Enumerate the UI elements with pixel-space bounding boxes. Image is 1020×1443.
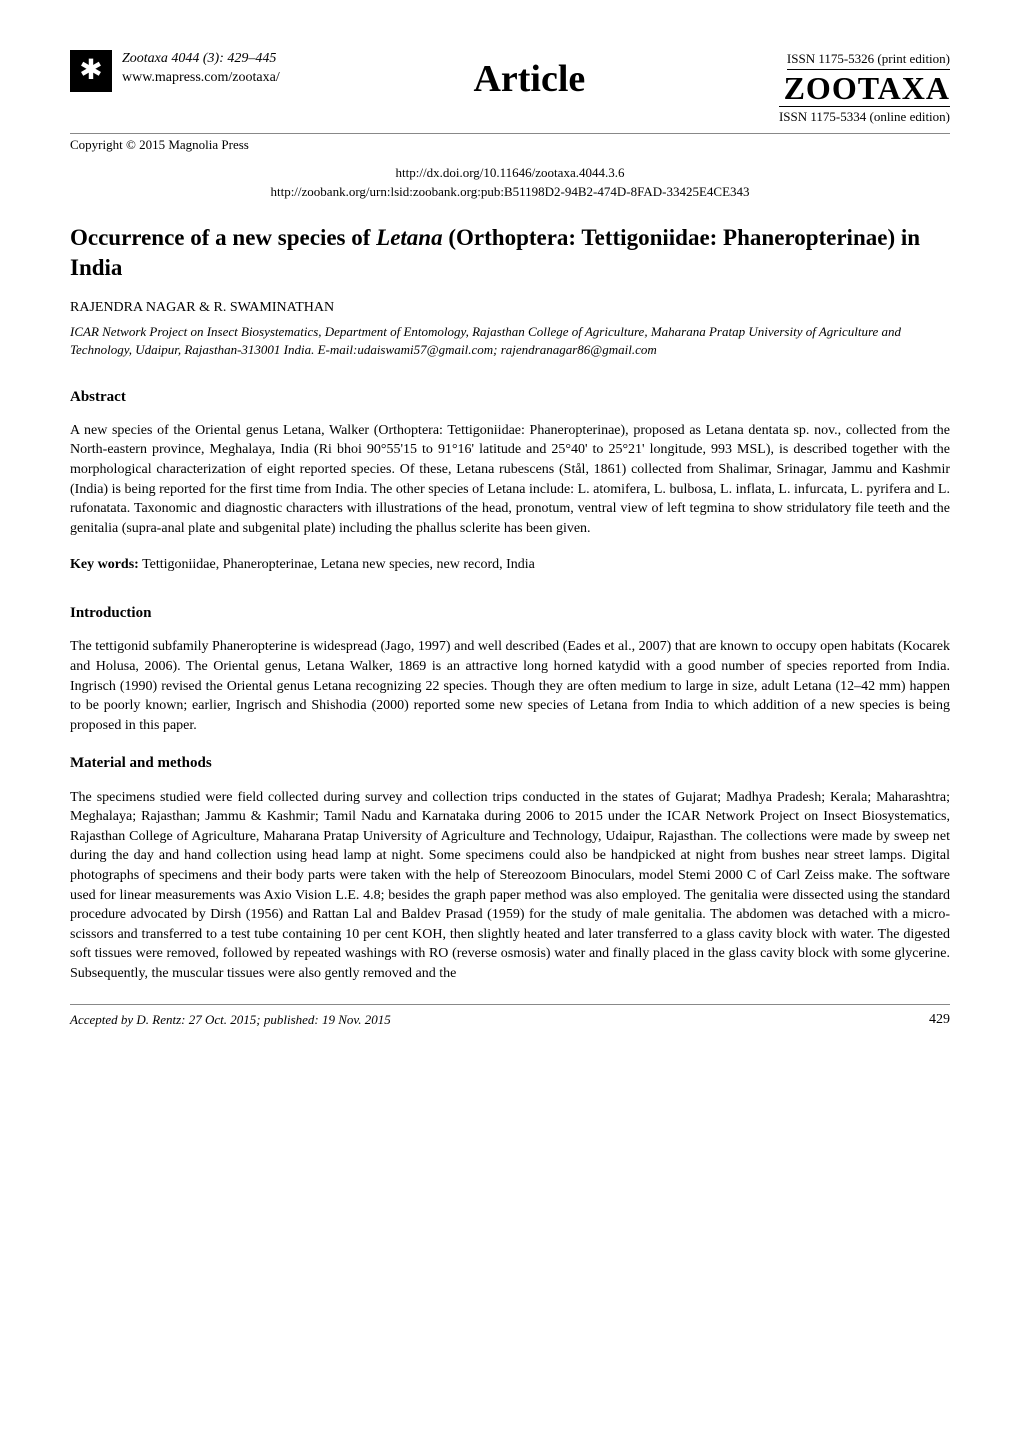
issn-online: ISSN 1175-5334 (online edition)	[779, 106, 950, 126]
journal-info: Zootaxa 4044 (3): 429–445 www.mapress.co…	[122, 50, 280, 88]
introduction-body: The tettigonid subfamily Phaneropterine …	[70, 637, 950, 735]
abstract-body: A new species of the Oriental genus Leta…	[70, 421, 950, 539]
keywords-body: Tettigoniidae, Phaneropterinae, Letana n…	[139, 557, 535, 572]
copyright: Copyright © 2015 Magnolia Press	[70, 133, 950, 154]
methods-body: The specimens studied were field collect…	[70, 788, 950, 984]
authors: RAJENDRA NAGAR & R. SWAMINATHAN	[70, 299, 950, 318]
header: Zootaxa 4044 (3): 429–445 www.mapress.co…	[70, 50, 950, 125]
title-pre: Occurrence of a new species of	[70, 225, 376, 250]
doi-url: http://dx.doi.org/10.11646/zootaxa.4044.…	[70, 164, 950, 182]
methods-heading: Material and methods	[70, 753, 950, 773]
identifier-urls: http://dx.doi.org/10.11646/zootaxa.4044.…	[70, 164, 950, 201]
issn-print: ISSN 1175-5326 (print edition)	[787, 50, 950, 70]
header-right: ISSN 1175-5326 (print edition) ZOOTAXA I…	[779, 50, 950, 125]
page-number: 429	[929, 1011, 950, 1030]
accepted-line: Accepted by D. Rentz: 27 Oct. 2015; publ…	[70, 1011, 391, 1030]
journal-logo-icon	[70, 50, 112, 92]
header-left: Zootaxa 4044 (3): 429–445 www.mapress.co…	[70, 50, 280, 92]
abstract-heading: Abstract	[70, 387, 950, 407]
title-genus: Letana	[376, 225, 442, 250]
zootaxa-logo: ZOOTAXA	[784, 72, 950, 104]
footer: Accepted by D. Rentz: 27 Oct. 2015; publ…	[70, 1004, 950, 1030]
paper-title: Occurrence of a new species of Letana (O…	[70, 223, 950, 283]
keywords: Key words: Tettigoniidae, Phaneropterina…	[70, 556, 950, 575]
zoobank-url: http://zoobank.org/urn:lsid:zoobank.org:…	[70, 183, 950, 201]
affiliation: ICAR Network Project on Insect Biosystem…	[70, 323, 950, 358]
keywords-label: Key words:	[70, 557, 139, 572]
journal-reference: Zootaxa 4044 (3): 429–445	[122, 50, 280, 69]
journal-url: www.mapress.com/zootaxa/	[122, 69, 280, 88]
article-label: Article	[473, 54, 585, 105]
introduction-heading: Introduction	[70, 603, 950, 623]
